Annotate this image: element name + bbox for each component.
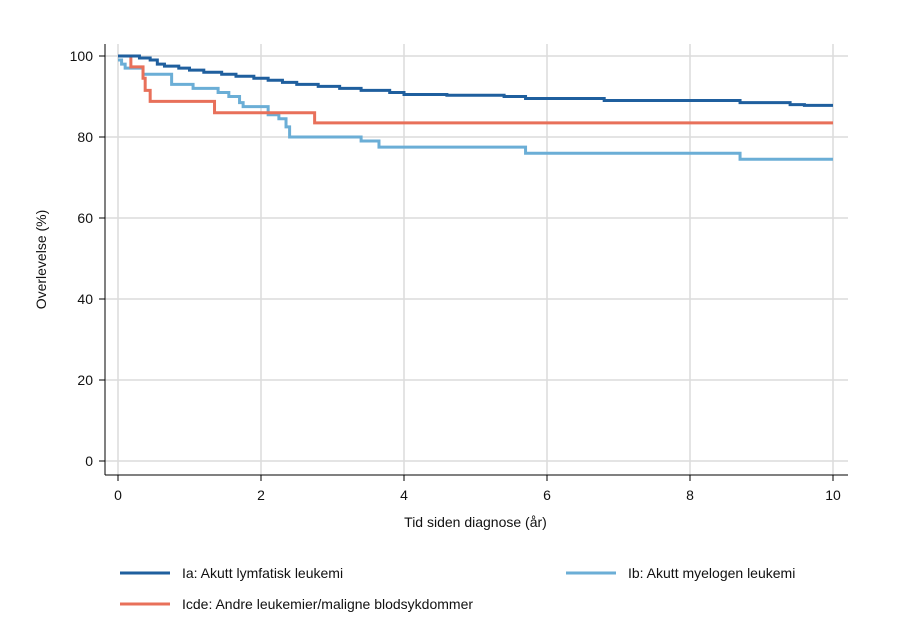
series-line-2: [118, 54, 833, 125]
grid-lines: [105, 44, 848, 475]
x-axis-title: Tid siden diagnose (år): [404, 514, 547, 530]
x-tick-label-5: 10: [825, 487, 841, 503]
y-tick-label-3: 60: [77, 210, 93, 226]
x-tick-label-3: 6: [543, 487, 551, 503]
legend-label-0: Ia: Akutt lymfatisk leukemi: [182, 565, 343, 581]
y-tick-label-0: 0: [85, 453, 93, 469]
y-tick-label-5: 100: [70, 48, 94, 64]
y-tick-label-2: 40: [77, 291, 93, 307]
legend-label-2: Icde: Andre leukemier/maligne blodsykdom…: [182, 596, 473, 612]
x-tick-label-2: 4: [400, 487, 408, 503]
series-lines: [118, 54, 833, 161]
y-tick-label-1: 20: [77, 372, 93, 388]
x-tick-label-4: 8: [686, 487, 694, 503]
y-tick-label-4: 80: [77, 129, 93, 145]
x-axis-ticks: 0 2 4 6 8 10: [114, 475, 841, 503]
legend-label-1: Ib: Akutt myelogen leukemi: [628, 565, 795, 581]
y-axis-ticks: 0 20 40 60 80 100: [70, 48, 105, 469]
axes: [104, 44, 848, 476]
y-axis-title: Overlevelse (%): [33, 210, 49, 310]
x-tick-label-0: 0: [114, 487, 122, 503]
series-line-0: [118, 54, 833, 107]
legend: Ia: Akutt lymfatisk leukemi Ib: Akutt mye…: [120, 565, 795, 612]
x-tick-label-1: 2: [257, 487, 265, 503]
